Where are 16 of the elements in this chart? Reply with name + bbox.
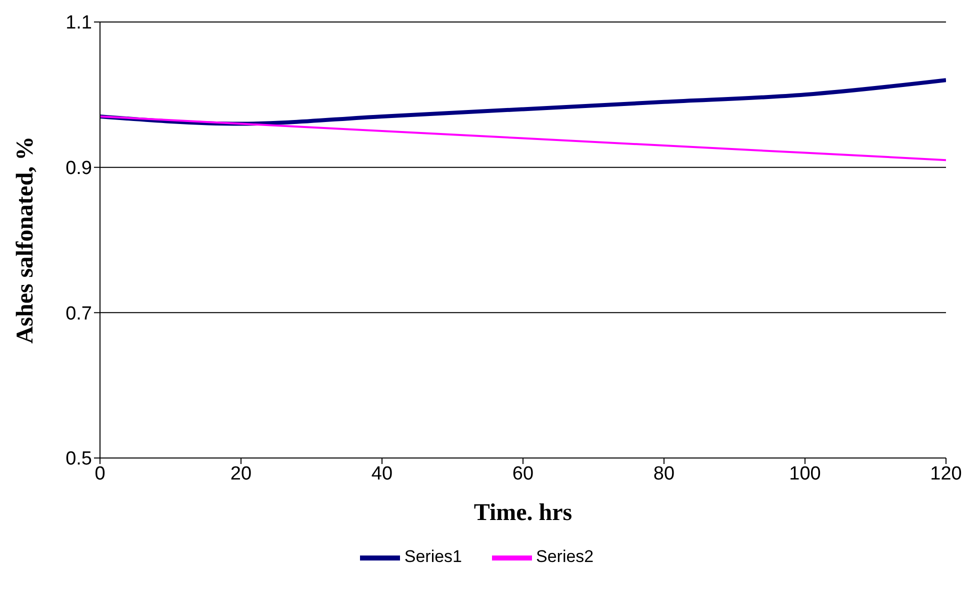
y-tick-label: 1.1	[66, 12, 92, 34]
x-tick-label: 80	[653, 463, 675, 484]
y-tick-label: 0.7	[66, 303, 92, 324]
y-axis-title: Ashes salfonated, %	[12, 136, 39, 344]
x-axis-title: Time. hrs	[474, 500, 572, 526]
x-tick-label: 40	[371, 463, 393, 484]
x-tick-label: 0	[94, 463, 106, 484]
x-tick-label: 120	[930, 463, 962, 484]
x-tick-label: 60	[512, 463, 534, 484]
x-tick-label: 100	[789, 463, 821, 484]
y-tick-label: 0.9	[66, 158, 92, 180]
legend-label: Series1	[404, 547, 462, 566]
line-series	[100, 115, 946, 162]
y-tick-label: 0.5	[66, 448, 92, 470]
legend-label: Series2	[536, 547, 594, 566]
x-tick-label: 20	[230, 463, 252, 484]
